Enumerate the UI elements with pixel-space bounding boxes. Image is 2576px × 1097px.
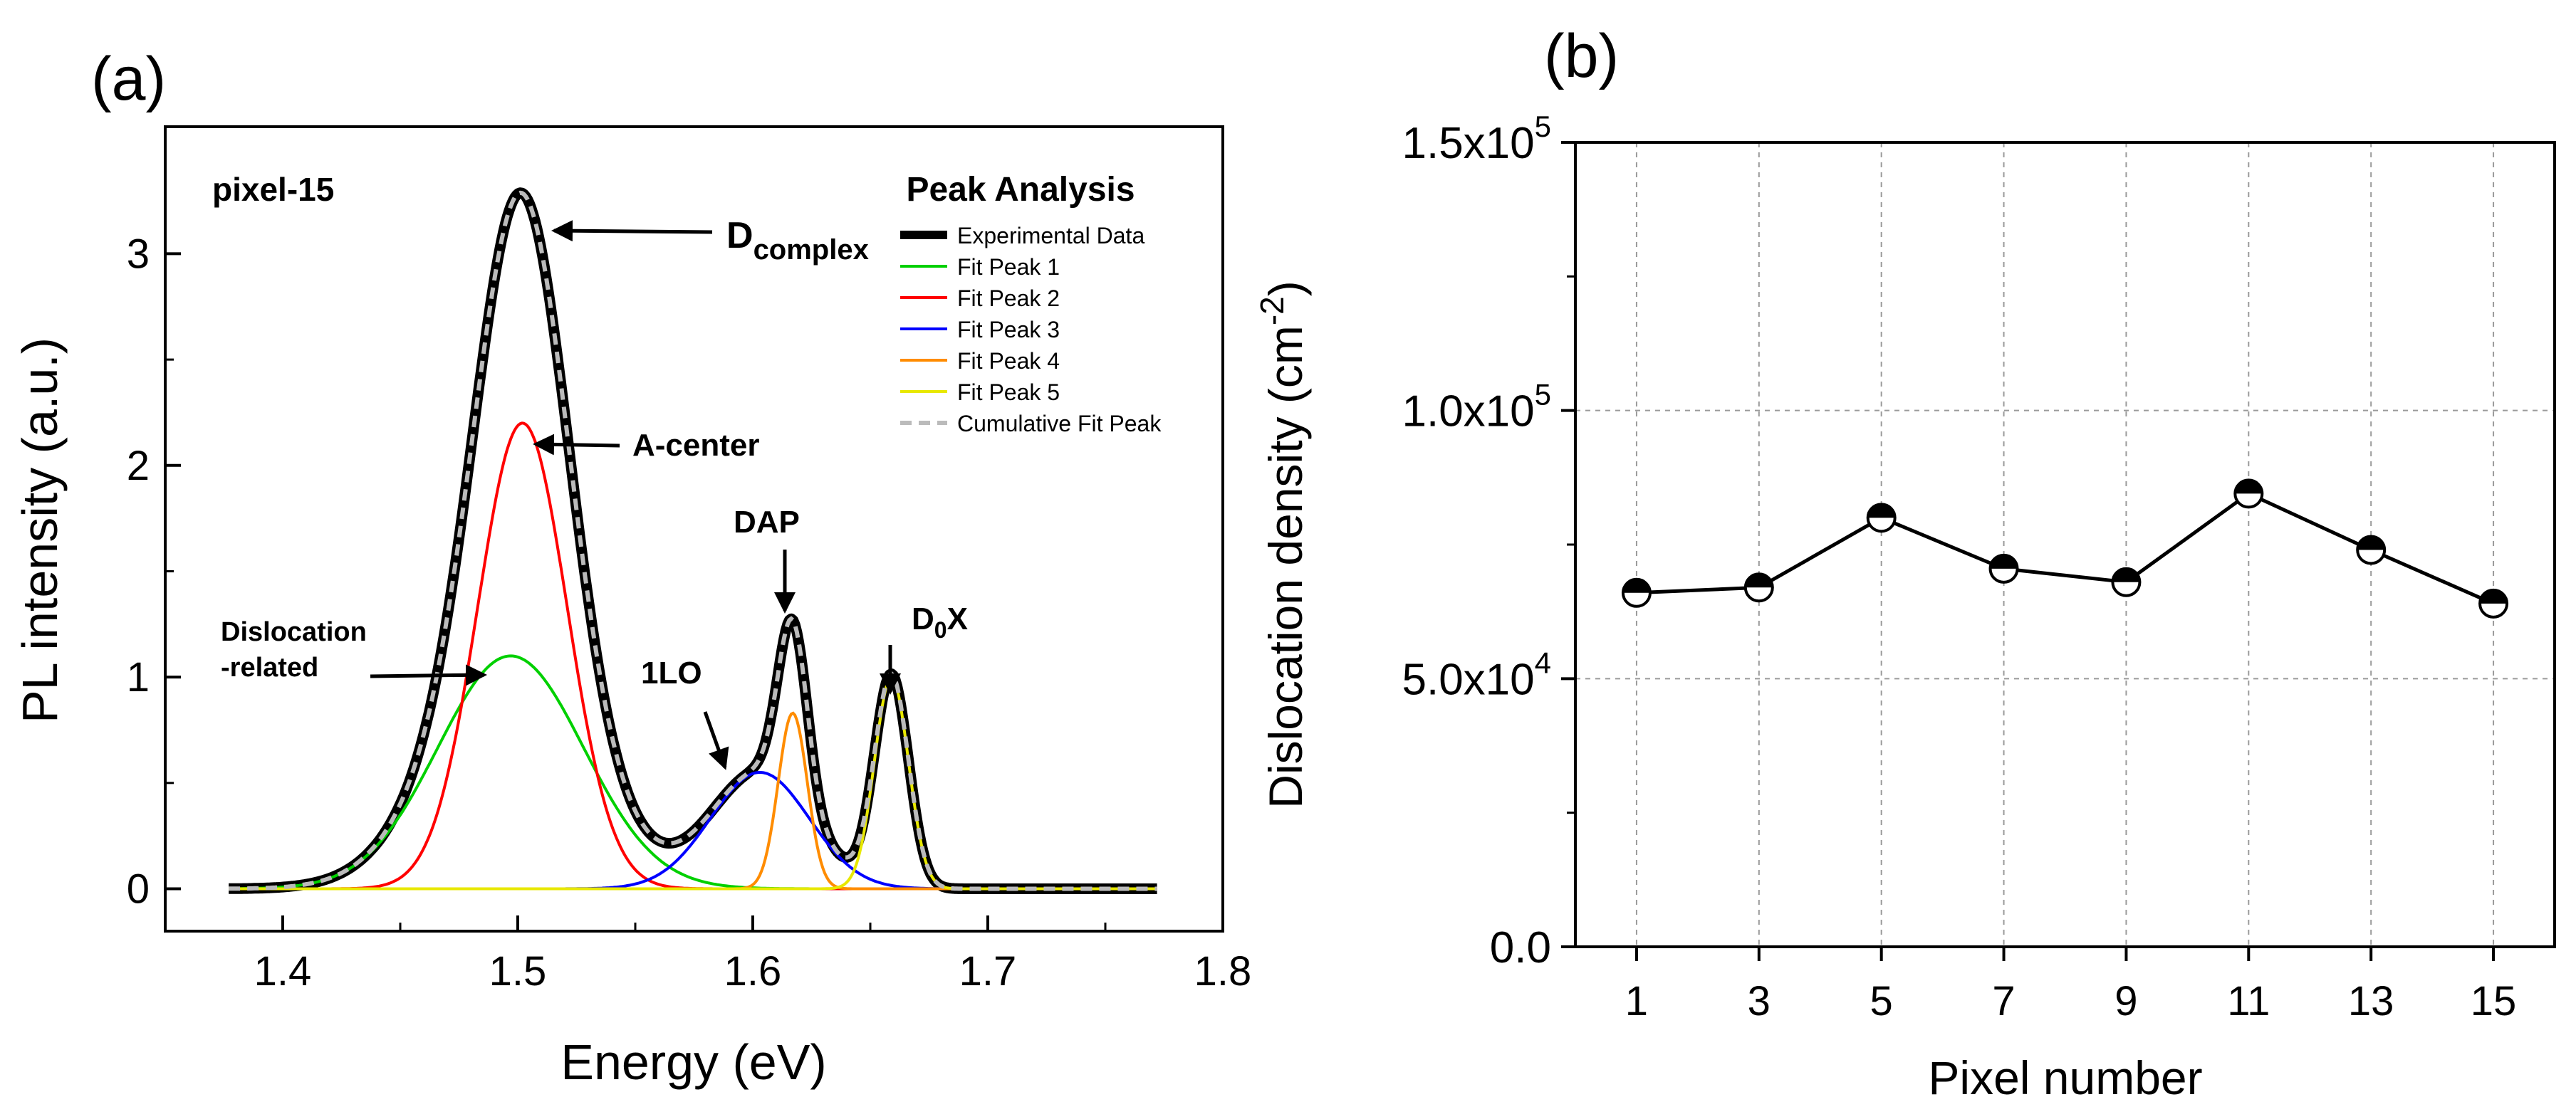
- panel-a-legend: Peak Analysis Experimental Data Fit Peak …: [900, 171, 1162, 436]
- panel-b-series: [1621, 478, 2509, 619]
- annotation-dislocation-line2: -related: [221, 653, 318, 683]
- legend-label: Experimental Data: [957, 223, 1144, 248]
- panel-b-x-tick-label: 5: [1870, 978, 1893, 1024]
- arrow-1lo: [703, 711, 729, 770]
- legend-label: Fit Peak 4: [957, 348, 1060, 374]
- data-point: [1988, 553, 2019, 584]
- panel-b-frame: [1574, 141, 2556, 948]
- data-point: [1866, 503, 1897, 533]
- annotation-dap: DAP: [734, 505, 800, 540]
- legend-label: Cumulative Fit Peak: [957, 411, 1162, 436]
- series-cumulative-fit: [229, 190, 1157, 891]
- panel-b-y-tick-label: 0.0: [1490, 923, 1551, 972]
- panel-b-x-tick-label: 1: [1625, 978, 1648, 1024]
- legend-title: Peak Analysis: [906, 171, 1135, 209]
- data-point: [1743, 572, 1774, 603]
- panel-a-frame: [164, 125, 1224, 933]
- panel-a-y-axis-label: PL intensity (a.u.): [12, 337, 68, 723]
- panel-a-label: (a): [91, 45, 166, 113]
- panel-b-grid: [1575, 142, 2555, 947]
- panel-a-x-tick-label: 1.5: [489, 948, 547, 994]
- panel-a-y-tick-label: 0: [127, 866, 150, 913]
- annotation-d0x: D0X: [912, 602, 968, 643]
- panel-b-y-tick-label: 1.0x105: [1402, 378, 1551, 436]
- annotation-dcomplex: Dcomplex: [726, 215, 869, 266]
- panel-b-y-tick-label: 5.0x104: [1402, 646, 1551, 704]
- panel-a-y-tick-label: 1: [127, 654, 150, 700]
- panel-b-y-axis-label: Dislocation density (cm-2): [1253, 280, 1312, 808]
- panel-b-x-axis-label: Pixel number: [1928, 1051, 2202, 1097]
- panel-b-x-ticks: 1 3 5 7 9 11 13 15: [1625, 947, 2517, 1024]
- panel-a-x-tick-label: 1.8: [1194, 948, 1252, 994]
- panel-b-x-tick-label: 3: [1748, 978, 1771, 1024]
- annotation-dislocation-line1: Dislocation: [221, 617, 367, 647]
- panel-b-label: (b): [1544, 22, 1619, 90]
- legend-label: Fit Peak 3: [957, 317, 1060, 342]
- panel-b-y-tick-label: 1.5x105: [1402, 110, 1551, 168]
- panel-b-x-tick-label: 9: [2114, 978, 2137, 1024]
- panel-b-x-tick-label: 7: [1992, 978, 2015, 1024]
- panel-b-x-tick-label: 11: [2227, 978, 2270, 1024]
- data-point: [2233, 478, 2264, 509]
- data-point: [2478, 588, 2509, 619]
- panel-a-x-tick-label: 1.4: [254, 948, 312, 994]
- arrow-dcomplex: [551, 220, 713, 242]
- panel-a-y-tick-label: 3: [127, 231, 150, 277]
- data-point: [1621, 577, 1652, 608]
- data-point: [2111, 567, 2142, 597]
- series-fit-peak-5: [229, 675, 1157, 891]
- arrow-a-center: [533, 434, 620, 456]
- panel-a-x-tick-label: 1.6: [724, 948, 782, 994]
- legend-label: Fit Peak 1: [957, 254, 1060, 280]
- legend-label: Fit Peak 2: [957, 285, 1060, 311]
- panel-b-series-line: [1636, 491, 2495, 606]
- panel-b-x-tick-label: 13: [2348, 978, 2394, 1024]
- panel-a-x-ticks: 1.4 1.5 1.6 1.7 1.8: [254, 915, 1252, 994]
- panel-b: (b) 1 3 5 7 9 11 13 15 0.05.0x1041.0x1051.5x105…: [1253, 22, 2556, 1097]
- panel-a-y-ticks: 0 1 2 3: [127, 231, 181, 913]
- panel-a-y-tick-label: 2: [127, 443, 150, 489]
- panel-a: (a) 1.4 1.5 1.6 1.7 1.8 0 1 2 3 Energy (eV) PL …: [12, 45, 1251, 1090]
- arrow-dislocation: [370, 664, 487, 686]
- panel-a-curves: [225, 187, 1161, 894]
- panel-a-x-tick-label: 1.7: [959, 948, 1017, 994]
- panel-b-y-ticks: 0.0 5.0x104 1.0x105 1.5x105: [1402, 110, 1575, 972]
- sample-label: pixel-15: [212, 171, 334, 208]
- panel-a-annotations: Dcomplex A-center Dislocation -related 1…: [221, 215, 968, 770]
- annotation-a-center: A-center: [632, 428, 760, 463]
- panel-a-x-axis-label: Energy (eV): [560, 1034, 826, 1090]
- legend-label: Fit Peak 5: [957, 379, 1060, 405]
- data-point: [2356, 535, 2387, 565]
- series-fit-peak-1: [229, 654, 1157, 891]
- series-fit-peak-4: [229, 711, 1157, 891]
- panel-b-x-tick-label: 15: [2471, 978, 2517, 1024]
- annotation-1lo: 1LO: [641, 656, 702, 691]
